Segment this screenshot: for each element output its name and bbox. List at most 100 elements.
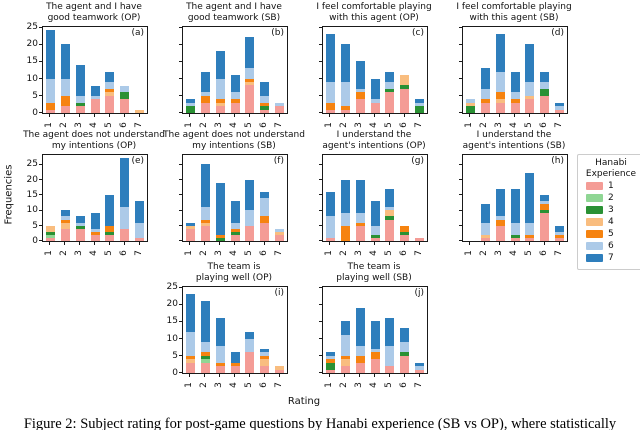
y-tick-mark — [179, 163, 183, 165]
y-tick-mark — [179, 60, 183, 62]
stacked-bar — [260, 191, 270, 241]
bar-segment — [245, 210, 255, 226]
subplot-tag: (h) — [551, 156, 564, 166]
x-tick-label: 7 — [413, 250, 424, 256]
stacked-bar — [275, 366, 285, 373]
stacked-bar — [90, 85, 100, 113]
bar-segment — [480, 99, 490, 103]
x-tick-mark — [499, 113, 501, 117]
y-tick-mark — [179, 372, 183, 373]
stacked-bar — [540, 194, 550, 241]
bar-segment — [45, 109, 55, 113]
x-tick-mark — [123, 113, 125, 117]
bar-segment — [340, 355, 350, 360]
bar-segment — [185, 99, 195, 103]
bar-segment — [120, 207, 130, 229]
subplot-tag: (f) — [273, 156, 284, 166]
subplot-tag: (d) — [551, 28, 564, 38]
bar-segment — [230, 352, 240, 363]
x-tick-mark — [388, 113, 390, 117]
x-tick-mark — [49, 113, 51, 117]
bar-segment — [325, 352, 335, 356]
stacked-bar — [415, 99, 425, 113]
bar-segment — [370, 102, 380, 113]
bar-segment — [60, 228, 70, 241]
bar-segment — [355, 179, 365, 214]
y-tick-mark — [39, 95, 43, 97]
bar-segment — [60, 222, 70, 229]
bar-segment — [275, 366, 285, 370]
x-tick-label: 6 — [538, 122, 549, 128]
subplot-title: The agent and I have good teamwork (SB) — [186, 2, 282, 23]
subplot-title: I understand the agent's intentions (SB) — [462, 130, 566, 151]
bar-segment — [525, 99, 535, 113]
plot-area: (g) — [319, 154, 428, 242]
x-tick-mark — [558, 241, 560, 245]
stacked-bar — [230, 201, 240, 241]
x-tick-mark — [403, 241, 405, 245]
x-tick-label: 2 — [59, 122, 70, 128]
y-tick-mark — [459, 95, 463, 97]
plot-area: (c) — [319, 26, 428, 114]
bar-segment — [540, 88, 550, 96]
bar-segment — [400, 352, 410, 356]
bar-segment — [325, 191, 335, 217]
bar-segment — [370, 78, 380, 100]
x-tick-label: 3 — [494, 250, 505, 256]
bar-segment — [355, 355, 365, 363]
plot-area: (h) — [459, 154, 568, 242]
stacked-bar — [415, 237, 425, 241]
bar-segment — [370, 237, 380, 241]
stacked-bar — [400, 225, 410, 241]
bar-segment — [400, 225, 410, 232]
bar-segment — [185, 362, 195, 373]
bar-segment — [120, 158, 130, 208]
bar-segment — [385, 317, 395, 346]
bar-segment — [260, 366, 270, 373]
bar-segment — [400, 85, 410, 89]
bar-segment — [385, 219, 395, 241]
bar-segment — [215, 182, 225, 235]
y-tick-mark — [179, 320, 183, 322]
bar-segment — [385, 92, 395, 113]
bar-segment — [230, 222, 240, 229]
y-tick-mark — [459, 27, 463, 28]
bar-segment — [90, 228, 100, 232]
bar-segment — [135, 222, 145, 238]
bar-segment — [260, 106, 270, 110]
bar-segment — [555, 237, 565, 241]
x-tick-label: 5 — [383, 122, 394, 128]
stacked-bar — [245, 331, 255, 373]
stacked-bar — [415, 362, 425, 373]
bar-segment — [525, 44, 535, 83]
subplot-title: I understand the agent's intentions (OP) — [322, 130, 426, 151]
bar-segment — [245, 78, 255, 83]
x-tick-label: 4 — [89, 122, 99, 128]
x-tick-mark — [344, 373, 346, 377]
y-tick-mark — [39, 209, 43, 211]
y-tick-mark — [459, 209, 463, 211]
bar-segment — [480, 88, 490, 100]
bar-segment — [200, 225, 210, 241]
bar-segment — [185, 355, 195, 360]
y-tick-mark — [459, 43, 463, 45]
y-tick-label: 20 — [26, 174, 38, 185]
bar-segment — [400, 328, 410, 343]
stacked-bar — [45, 30, 55, 113]
bar-segment — [200, 102, 210, 113]
bar-segment — [200, 362, 210, 373]
x-tick-label: 1 — [324, 122, 335, 128]
bar-segment — [200, 71, 210, 93]
y-tick-mark — [459, 60, 463, 62]
bar-segment — [525, 173, 535, 223]
bar-segment — [555, 231, 565, 235]
y-tick-label: 10 — [166, 333, 178, 344]
x-tick-mark — [189, 373, 191, 377]
bar-segment — [495, 225, 505, 241]
bar-segment — [340, 213, 350, 226]
x-tick-label: 5 — [523, 250, 534, 256]
bar-segment — [355, 61, 365, 89]
